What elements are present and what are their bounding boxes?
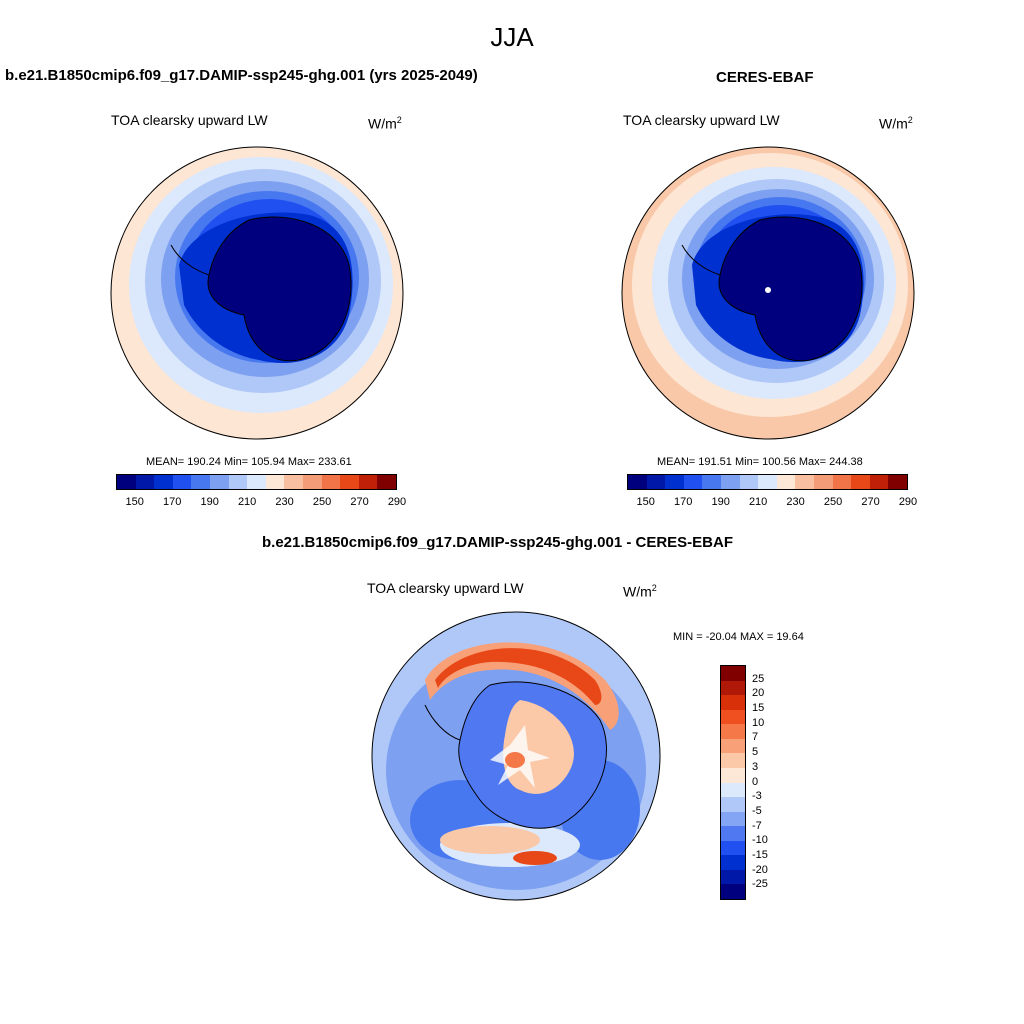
diff-colorbar-tick: 20	[752, 687, 765, 700]
right-polar-map	[621, 146, 915, 440]
diff-colorbar-cell	[721, 767, 745, 783]
right-stats: MEAN= 191.51 Min= 100.56 Max= 244.38	[657, 456, 863, 468]
right-colorbar-cell	[851, 475, 870, 489]
right-colorbar-tick: 230	[786, 496, 805, 508]
diff-colorbar-cell	[721, 680, 745, 696]
left-colorbar-tick: 270	[350, 496, 369, 508]
right-colorbar-cell	[888, 475, 907, 489]
diff-colorbar-tick: 25	[752, 672, 765, 685]
diff-colorbar-cell	[721, 753, 745, 768]
left-colorbar-cell	[228, 475, 248, 489]
diff-colorbar	[720, 665, 746, 900]
diff-colorbar-cell	[721, 797, 745, 812]
right-unit-label: W/m2	[879, 115, 913, 132]
diff-colorbar-tick: -25	[752, 878, 768, 891]
left-colorbar-cell	[302, 475, 322, 489]
diff-colorbar-tick: -5	[752, 804, 762, 817]
left-colorbar-cell	[209, 475, 229, 489]
right-colorbar-tick: 190	[711, 496, 730, 508]
right-colorbar-cell	[758, 475, 777, 489]
right-colorbar	[627, 474, 908, 490]
diff-colorbar-cell	[721, 855, 745, 870]
right-colorbar-cell	[813, 475, 833, 489]
diff-colorbar-cell	[721, 738, 745, 754]
right-colorbar-cell	[795, 475, 814, 489]
diff-colorbar-tick: 7	[752, 731, 759, 744]
left-colorbar-cell	[358, 475, 378, 489]
diff-colorbar-cell	[721, 826, 745, 841]
left-variable-label: TOA clearsky upward LW	[111, 112, 268, 128]
right-colorbar-cell	[683, 475, 703, 489]
right-colorbar-ticks: 150 170 190 210 230 250 270 290	[627, 496, 918, 510]
right-colorbar-tick: 270	[861, 496, 880, 508]
left-unit-label: W/m2	[368, 115, 402, 132]
diff-panel-header: b.e21.B1850cmip6.f09_g17.DAMIP-ssp245-gh…	[262, 534, 733, 551]
left-colorbar-tick: 150	[125, 496, 144, 508]
left-colorbar-cell	[284, 475, 303, 489]
right-colorbar-cell	[739, 475, 759, 489]
right-colorbar-tick: 170	[674, 496, 693, 508]
diff-variable-label: TOA clearsky upward LW	[367, 580, 524, 596]
right-colorbar-cell	[776, 475, 796, 489]
diff-colorbar-tick: 3	[752, 760, 759, 773]
right-colorbar-tick: 210	[748, 496, 768, 508]
left-colorbar	[116, 474, 397, 490]
right-colorbar-tick: 250	[823, 496, 843, 508]
diff-colorbar-cell	[721, 869, 745, 885]
right-colorbar-tick: 290	[898, 496, 918, 508]
diff-colorbar-cell	[721, 724, 745, 739]
diff-colorbar-tick: 0	[752, 775, 759, 788]
left-panel-header: b.e21.B1850cmip6.f09_g17.DAMIP-ssp245-gh…	[5, 67, 478, 84]
left-colorbar-cell	[135, 475, 155, 489]
diff-colorbar-cell	[721, 695, 745, 710]
figure-title: JJA	[490, 22, 534, 52]
diff-colorbar-tick: 5	[752, 746, 759, 759]
left-colorbar-cell	[191, 475, 210, 489]
left-polar-map	[110, 146, 404, 440]
diff-colorbar-cell	[721, 811, 745, 827]
right-colorbar-cell	[646, 475, 666, 489]
left-colorbar-tick: 210	[237, 496, 257, 508]
diff-colorbar-cell	[721, 709, 745, 725]
diff-stats: MIN = -20.04 MAX = 19.64	[673, 631, 804, 643]
diff-colorbar-tick: -20	[752, 863, 768, 876]
diff-colorbar-cell	[721, 884, 745, 899]
diff-colorbar-tick: -7	[752, 819, 762, 832]
diff-polar-map	[371, 611, 661, 901]
left-colorbar-cell	[247, 475, 266, 489]
right-colorbar-cell	[665, 475, 684, 489]
left-colorbar-cell	[117, 475, 136, 489]
diff-unit-label: W/m2	[623, 583, 657, 600]
left-colorbar-tick: 230	[275, 496, 294, 508]
diff-colorbar-cell	[721, 840, 745, 856]
right-colorbar-tick: 150	[636, 496, 655, 508]
left-colorbar-cell	[340, 475, 359, 489]
left-colorbar-cell	[377, 475, 396, 489]
right-colorbar-cell	[832, 475, 852, 489]
left-colorbar-cell	[265, 475, 285, 489]
right-panel-header: CERES-EBAF	[716, 69, 814, 86]
left-stats: MEAN= 190.24 Min= 105.94 Max= 233.61	[146, 456, 352, 468]
left-colorbar-tick: 190	[200, 496, 219, 508]
diff-colorbar-cell	[721, 666, 745, 681]
right-colorbar-cell	[720, 475, 740, 489]
left-colorbar-tick: 170	[163, 496, 182, 508]
diff-colorbar-tick: -15	[752, 848, 768, 861]
diff-colorbar-ticks: 25 20 15 10 7 5 3 0 -3 -5 -7 -10 -15 -20 -25	[752, 665, 792, 900]
left-colorbar-ticks: 150 170 190 210 230 250 270 290	[116, 496, 407, 510]
right-colorbar-cell	[869, 475, 889, 489]
left-colorbar-tick: 290	[387, 496, 407, 508]
diff-colorbar-tick: 15	[752, 702, 765, 715]
right-variable-label: TOA clearsky upward LW	[623, 112, 780, 128]
left-colorbar-cell	[172, 475, 192, 489]
left-colorbar-cell	[154, 475, 173, 489]
diff-colorbar-tick: -3	[752, 790, 762, 803]
diff-colorbar-tick: -10	[752, 834, 768, 847]
right-colorbar-cell	[702, 475, 721, 489]
diff-colorbar-cell	[721, 782, 745, 798]
right-colorbar-cell	[628, 475, 647, 489]
diff-colorbar-tick: 10	[752, 716, 765, 729]
left-colorbar-tick: 250	[312, 496, 332, 508]
left-colorbar-cell	[321, 475, 341, 489]
